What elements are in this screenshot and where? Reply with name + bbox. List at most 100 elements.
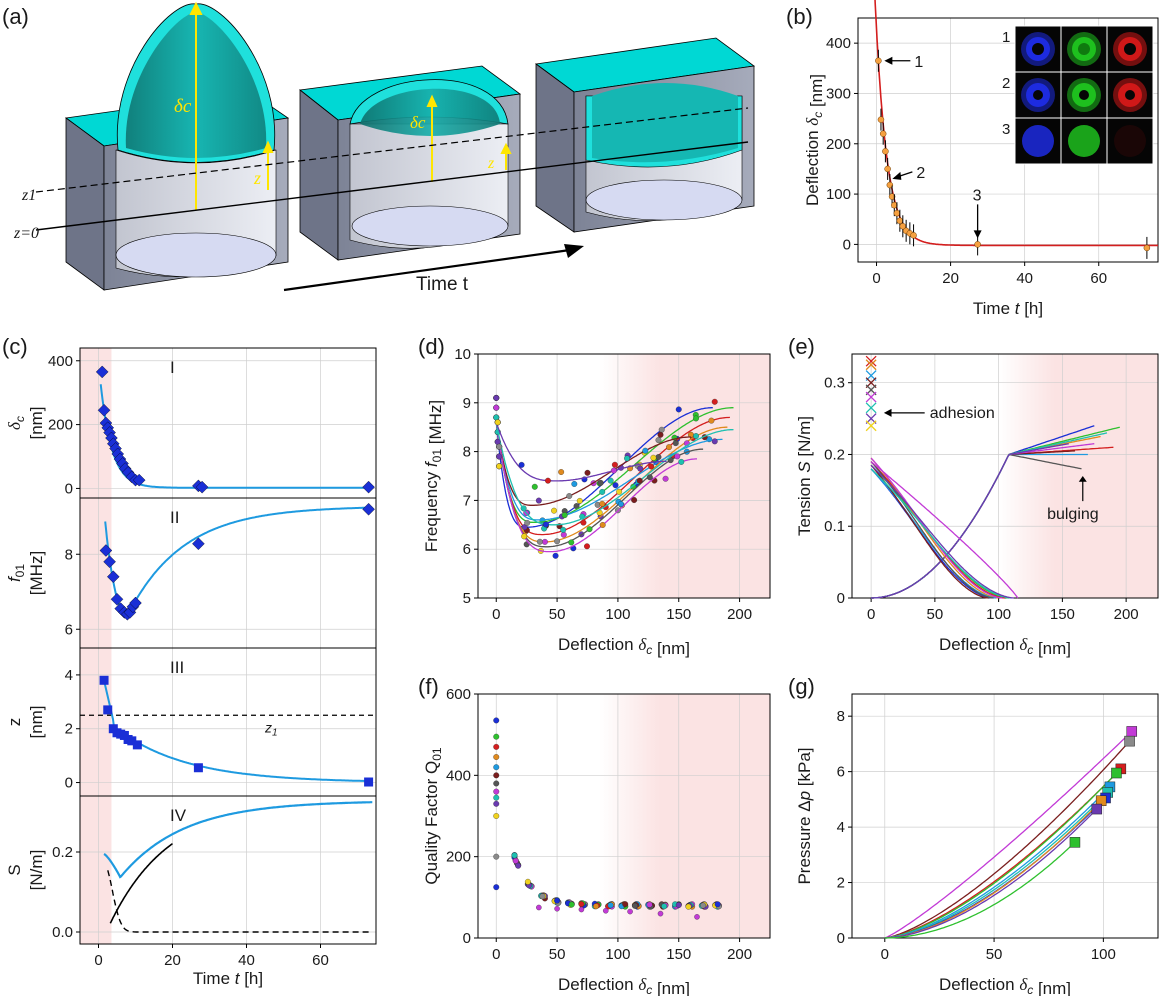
x-tick-label: 50 (927, 606, 944, 623)
data-point (493, 772, 500, 779)
adhesion-marker (865, 402, 877, 414)
x-tick-label: 40 (238, 952, 255, 969)
x-tick-label: 20 (164, 952, 181, 969)
adhesion-curve (870, 468, 1012, 599)
data-point (362, 502, 375, 516)
inset-row-label: 3 (1002, 121, 1010, 138)
x-tick-label: 150 (1050, 606, 1075, 623)
data-point (888, 193, 896, 200)
y-tick-label: 100 (826, 186, 851, 203)
panel-label-c: (c) (2, 334, 28, 359)
fit-curve (104, 506, 373, 616)
fit-curve (884, 730, 1133, 939)
fit-curve (884, 808, 1098, 939)
data-point (661, 903, 668, 910)
data-point (99, 544, 113, 557)
data-point (493, 754, 500, 760)
data-point (632, 902, 638, 909)
y-tick-label: 4 (837, 819, 845, 836)
subplot-roman-label: III (170, 658, 184, 677)
data-point (666, 444, 672, 451)
y-tick-label: 0.3 (824, 375, 845, 392)
y-axis-unit-c: [nm] (27, 705, 46, 738)
bulging-arrow-head (1078, 476, 1087, 482)
axis-title-part: Quality Factor (422, 774, 441, 885)
axis-title-part: δ (1019, 975, 1028, 994)
fit-curve (495, 422, 667, 482)
y-tick-label: 0.2 (52, 844, 73, 861)
axis-title-part: [N/m] (795, 416, 814, 461)
y-tick-label: 0 (837, 590, 845, 607)
data-point (512, 857, 519, 864)
data-point (536, 904, 542, 911)
time-label: Time t (416, 274, 469, 295)
data-point (875, 57, 882, 65)
data-point (655, 454, 662, 460)
axis-title-part: Deflection (803, 126, 822, 206)
data-point (693, 433, 699, 440)
yellow-arrows (189, 1, 512, 210)
axis-title-part: c (13, 416, 27, 422)
panel-label-d: (d) (418, 334, 445, 359)
axis-title-part: δ (803, 117, 822, 126)
data-point (685, 903, 692, 910)
data-point (607, 902, 614, 909)
data-point (521, 533, 528, 540)
panel-label-b: (b) (786, 4, 813, 29)
data-point (539, 893, 546, 900)
x-tick-label: 100 (605, 946, 630, 963)
axis-title-part: c (646, 983, 652, 996)
delta-c-label-2: δc (410, 113, 426, 132)
data-point (195, 480, 209, 494)
y-axis-unit-c: [nm] (27, 406, 46, 439)
data-point (646, 901, 653, 908)
plot-frame (857, 17, 1159, 263)
data-point (893, 209, 901, 217)
axis-title-part: δ (5, 421, 24, 430)
y-tick-label: 4 (65, 667, 73, 684)
axis-title-part: [nm] (1033, 639, 1071, 658)
adhesion-curve (870, 464, 1014, 599)
y-tick-label: 8 (65, 546, 73, 563)
data-point (493, 743, 500, 750)
data-point (631, 497, 638, 504)
data-point (693, 415, 699, 422)
fit-curve (495, 407, 713, 528)
fit-curve (495, 422, 734, 526)
axis-title-part: c (811, 112, 825, 118)
axis-title-part: [nm] (1033, 979, 1071, 996)
axis-title-part: Deflection (558, 635, 638, 654)
data-point (493, 394, 500, 401)
x-tick-label: 100 (1091, 946, 1116, 963)
panel-labels: (a) (b) (c) (d) (e) (f) (g) (2, 4, 815, 699)
data-point (496, 463, 503, 470)
data-point (511, 852, 518, 859)
inset-disc (1068, 125, 1100, 157)
data-point (607, 477, 614, 484)
arrow-1-head (884, 56, 893, 65)
adhesion-arrow-head (883, 408, 892, 417)
x-tick-label: 150 (666, 606, 691, 623)
inset-center (1033, 90, 1043, 100)
plot-frame (79, 647, 377, 797)
data-point (678, 458, 685, 465)
fit-curve (884, 791, 1109, 939)
data-point (1124, 735, 1135, 747)
delta-c-label-1: δc (174, 96, 192, 117)
inset-disc (1114, 125, 1146, 157)
data-point (192, 537, 205, 551)
data-point (542, 521, 549, 528)
data-point (132, 740, 142, 750)
x-tick-label: 50 (549, 606, 566, 623)
axis-title-part: Δ (795, 800, 814, 811)
subplot-roman-label: IV (170, 806, 187, 825)
fit-curve (884, 740, 1131, 939)
data-point (675, 406, 682, 413)
panel-label-e: (e) (788, 334, 815, 359)
block-3 (534, 37, 756, 233)
y-tick-label: 6 (837, 764, 845, 781)
data-point (910, 232, 917, 239)
y-tick-label: 8 (837, 708, 845, 725)
